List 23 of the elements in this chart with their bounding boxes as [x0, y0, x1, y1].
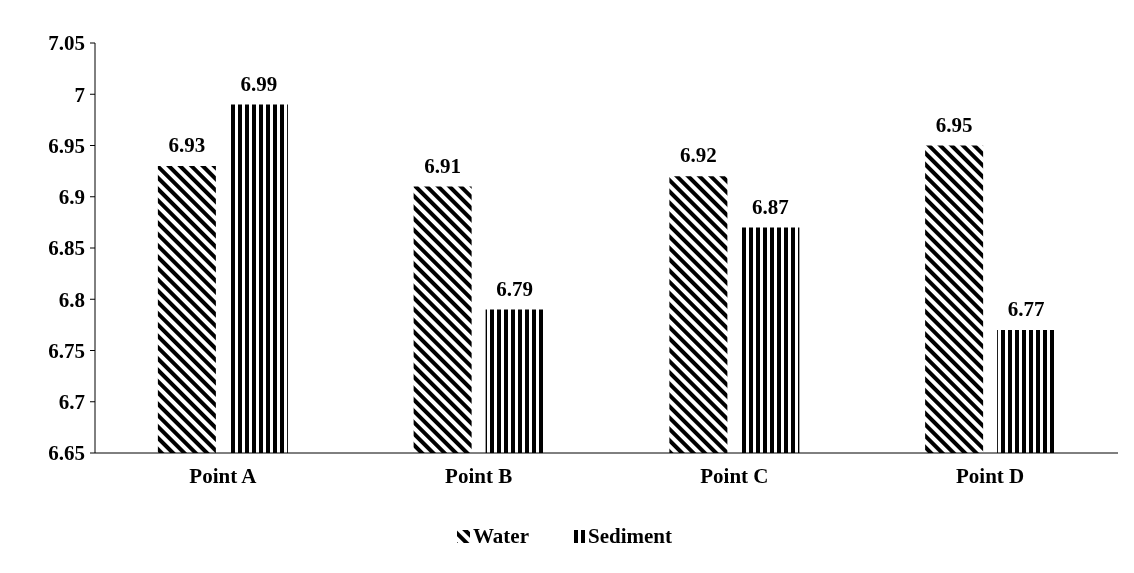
y-tick-label: 6.7 [58, 390, 85, 415]
y-tick-label: 6.65 [48, 441, 85, 466]
data-label: 6.92 [680, 143, 717, 168]
data-label: 6.77 [1007, 297, 1045, 321]
legend-label: Sediment [588, 524, 673, 548]
data-label: 6.79 [496, 276, 533, 301]
y-tick-label: 6.9 [58, 185, 85, 210]
data-label: 6.91 [424, 153, 461, 178]
data-label: 6.99 [240, 71, 278, 96]
data-label: 6.87 [752, 194, 789, 219]
x-tick-label: Point A [189, 464, 258, 488]
y-tick-label: 6.75 [48, 338, 85, 363]
y-tick-label: 7.05 [48, 31, 85, 56]
data-label: 6.95 [935, 112, 973, 137]
y-tick-label: 7 [74, 82, 85, 107]
y-tick-label: 6.95 [48, 133, 85, 158]
x-tick-label: Point B [445, 464, 513, 488]
data-label: 6.93 [168, 133, 206, 157]
y-tick-label: 6.85 [48, 236, 85, 261]
x-tick-label: Point C [700, 464, 769, 488]
legend-label: Water [473, 524, 529, 548]
x-tick-label: Point D [956, 464, 1025, 488]
y-tick-label: 6.8 [58, 287, 85, 312]
